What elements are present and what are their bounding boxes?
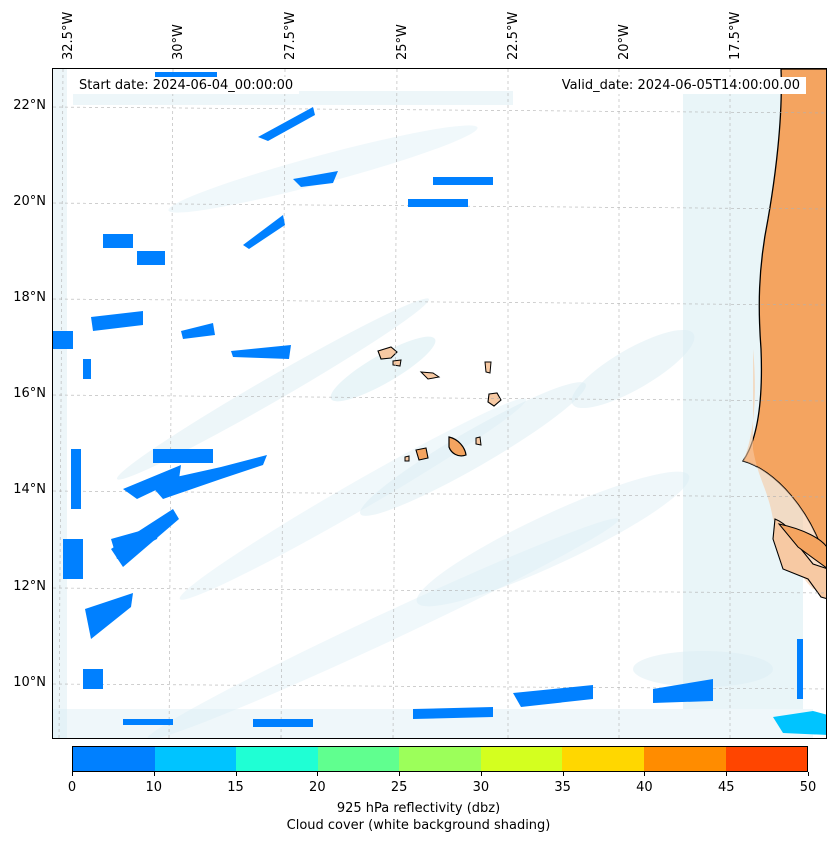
colorbar-tick-label: 15	[227, 780, 244, 795]
cloud-cover	[53, 69, 813, 738]
lat-label-18n: 18°N	[13, 290, 46, 305]
lat-label-16n: 16°N	[13, 386, 46, 401]
colorbar-segment-8	[725, 747, 808, 771]
colorbar-segment-6	[562, 747, 644, 771]
colorbar-tick-mark	[480, 772, 482, 776]
colorbar-tick-label: 35	[554, 780, 571, 795]
colorbar	[72, 746, 808, 772]
colorbar-tick-mark	[726, 772, 728, 776]
colorbar-segment-1	[154, 747, 237, 771]
colorbar-segment-4	[399, 747, 481, 771]
lat-label-20n: 20°N	[13, 194, 46, 209]
gridlines	[53, 69, 826, 738]
colorbar-tick-mark	[153, 772, 155, 776]
lat-label-14n: 14°N	[13, 482, 46, 497]
map-panel[interactable]: Start date: 2024-06-04_00:00:00 Valid_da…	[52, 68, 827, 739]
colorbar-tick-mark	[562, 772, 564, 776]
lon-label-25w: 25°W	[395, 24, 410, 60]
colorbar-segment-7	[643, 747, 726, 771]
land	[377, 69, 826, 600]
valid-date-label: Valid_date: 2024-06-05T14:00:00.00	[555, 77, 806, 94]
reflectivity-10-15	[773, 711, 826, 735]
lon-label-20w: 20°W	[617, 24, 632, 60]
colorbar-tick-mark	[72, 772, 73, 776]
lat-label-22n: 22°N	[13, 98, 46, 113]
colorbar-tick-label: 20	[309, 780, 326, 795]
lat-label-12n: 12°N	[13, 579, 46, 594]
start-date-label: Start date: 2024-06-04_00:00:00	[73, 77, 300, 94]
colorbar-tick-label: 40	[636, 780, 653, 795]
lon-label-32-5w: 32.5°W	[61, 11, 76, 60]
colorbar-tick-mark	[808, 772, 809, 776]
colorbar-segment-3	[317, 747, 400, 771]
colorbar-tick-mark	[399, 772, 401, 776]
lon-label-22-5w: 22.5°W	[506, 11, 521, 60]
colorbar-tick-mark	[317, 772, 319, 776]
colorbar-tick-label: 45	[717, 780, 735, 795]
colorbar-tick-label: 30	[472, 780, 490, 795]
colorbar-segment-2	[236, 747, 318, 771]
map-canvas	[53, 69, 826, 738]
colorbar-tick-label: 50	[799, 780, 817, 795]
colorbar-segment-5	[480, 747, 563, 771]
colorbar-tick-label: 10	[145, 780, 163, 795]
colorbar-caption: Cloud cover (white background shading)	[286, 818, 551, 833]
colorbar-label: 925 hPa reflectivity (dbz)	[336, 801, 501, 816]
colorbar-tick-label: 25	[390, 780, 408, 795]
colorbar-segment-0	[73, 747, 155, 771]
colorbar-tick-mark	[644, 772, 646, 776]
colorbar-tick-label: 0	[67, 780, 77, 795]
colorbar-tick-mark	[235, 772, 237, 776]
reflectivity-0-10	[53, 72, 803, 727]
lon-label-27-5w: 27.5°W	[283, 11, 298, 60]
lon-label-17-5w: 17.5°W	[728, 11, 743, 60]
lon-label-30w: 30°W	[171, 24, 186, 60]
lat-label-10n: 10°N	[13, 675, 46, 690]
